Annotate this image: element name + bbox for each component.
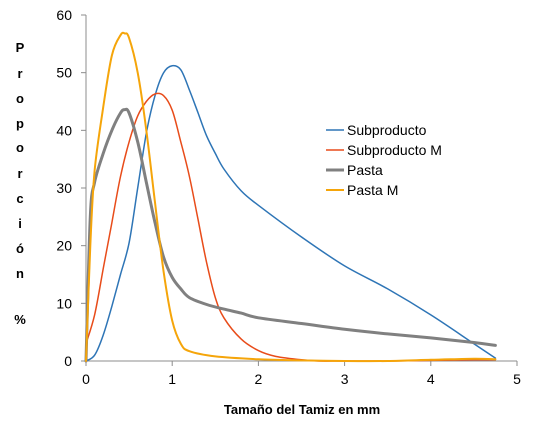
- y-axis-label-letter: p: [16, 116, 24, 131]
- x-tick-label: 1: [168, 371, 176, 387]
- y-axis-label-letter: %: [14, 312, 26, 327]
- series-line-pasta: [84, 107, 497, 363]
- y-tick-label: 60: [56, 7, 72, 23]
- legend-label: Pasta: [347, 162, 383, 178]
- y-axis-label-letter: r: [17, 66, 22, 81]
- y-axis-label-letter: P: [16, 40, 25, 55]
- y-axis-label-letter: ó: [16, 241, 24, 256]
- legend: Subproducto Subproducto M Pasta Pasta M: [326, 122, 442, 198]
- y-ticks: 0 10 20 30 40 50 60: [56, 7, 86, 369]
- axes: 0 1 2 3 4 5 0 10 20 30 40 50 60: [56, 7, 521, 387]
- x-axis-label: Tamaño del Tamiz en mm: [224, 402, 380, 417]
- y-tick-label: 20: [56, 238, 72, 254]
- x-tick-label: 4: [427, 371, 435, 387]
- y-tick-label: 30: [56, 180, 72, 196]
- series-line-subproducto: [85, 64, 497, 362]
- x-ticks: 0 1 2 3 4 5: [82, 361, 521, 387]
- y-axis-label-letter: o: [16, 140, 24, 155]
- y-axis-label-letter: r: [17, 166, 22, 181]
- y-tick-label: 10: [56, 295, 72, 311]
- y-tick-label: 50: [56, 65, 72, 81]
- x-tick-label: 3: [341, 371, 349, 387]
- y-axis-label-letter: n: [16, 266, 24, 281]
- x-tick-label: 0: [82, 371, 90, 387]
- legend-label: Subproducto: [347, 122, 427, 138]
- y-axis-label-letter: o: [16, 91, 24, 106]
- series-line-pasta-m: [85, 31, 497, 363]
- legend-label: Subproducto M: [347, 142, 442, 158]
- legend-label: Pasta M: [347, 182, 398, 198]
- y-axis-label-letter: i: [18, 216, 22, 231]
- y-axis-label-letter: c: [16, 191, 23, 206]
- y-tick-label: 0: [64, 353, 72, 369]
- x-tick-label: 5: [513, 371, 521, 387]
- series-layer: [84, 31, 497, 363]
- y-tick-label: 40: [56, 122, 72, 138]
- x-tick-label: 2: [255, 371, 263, 387]
